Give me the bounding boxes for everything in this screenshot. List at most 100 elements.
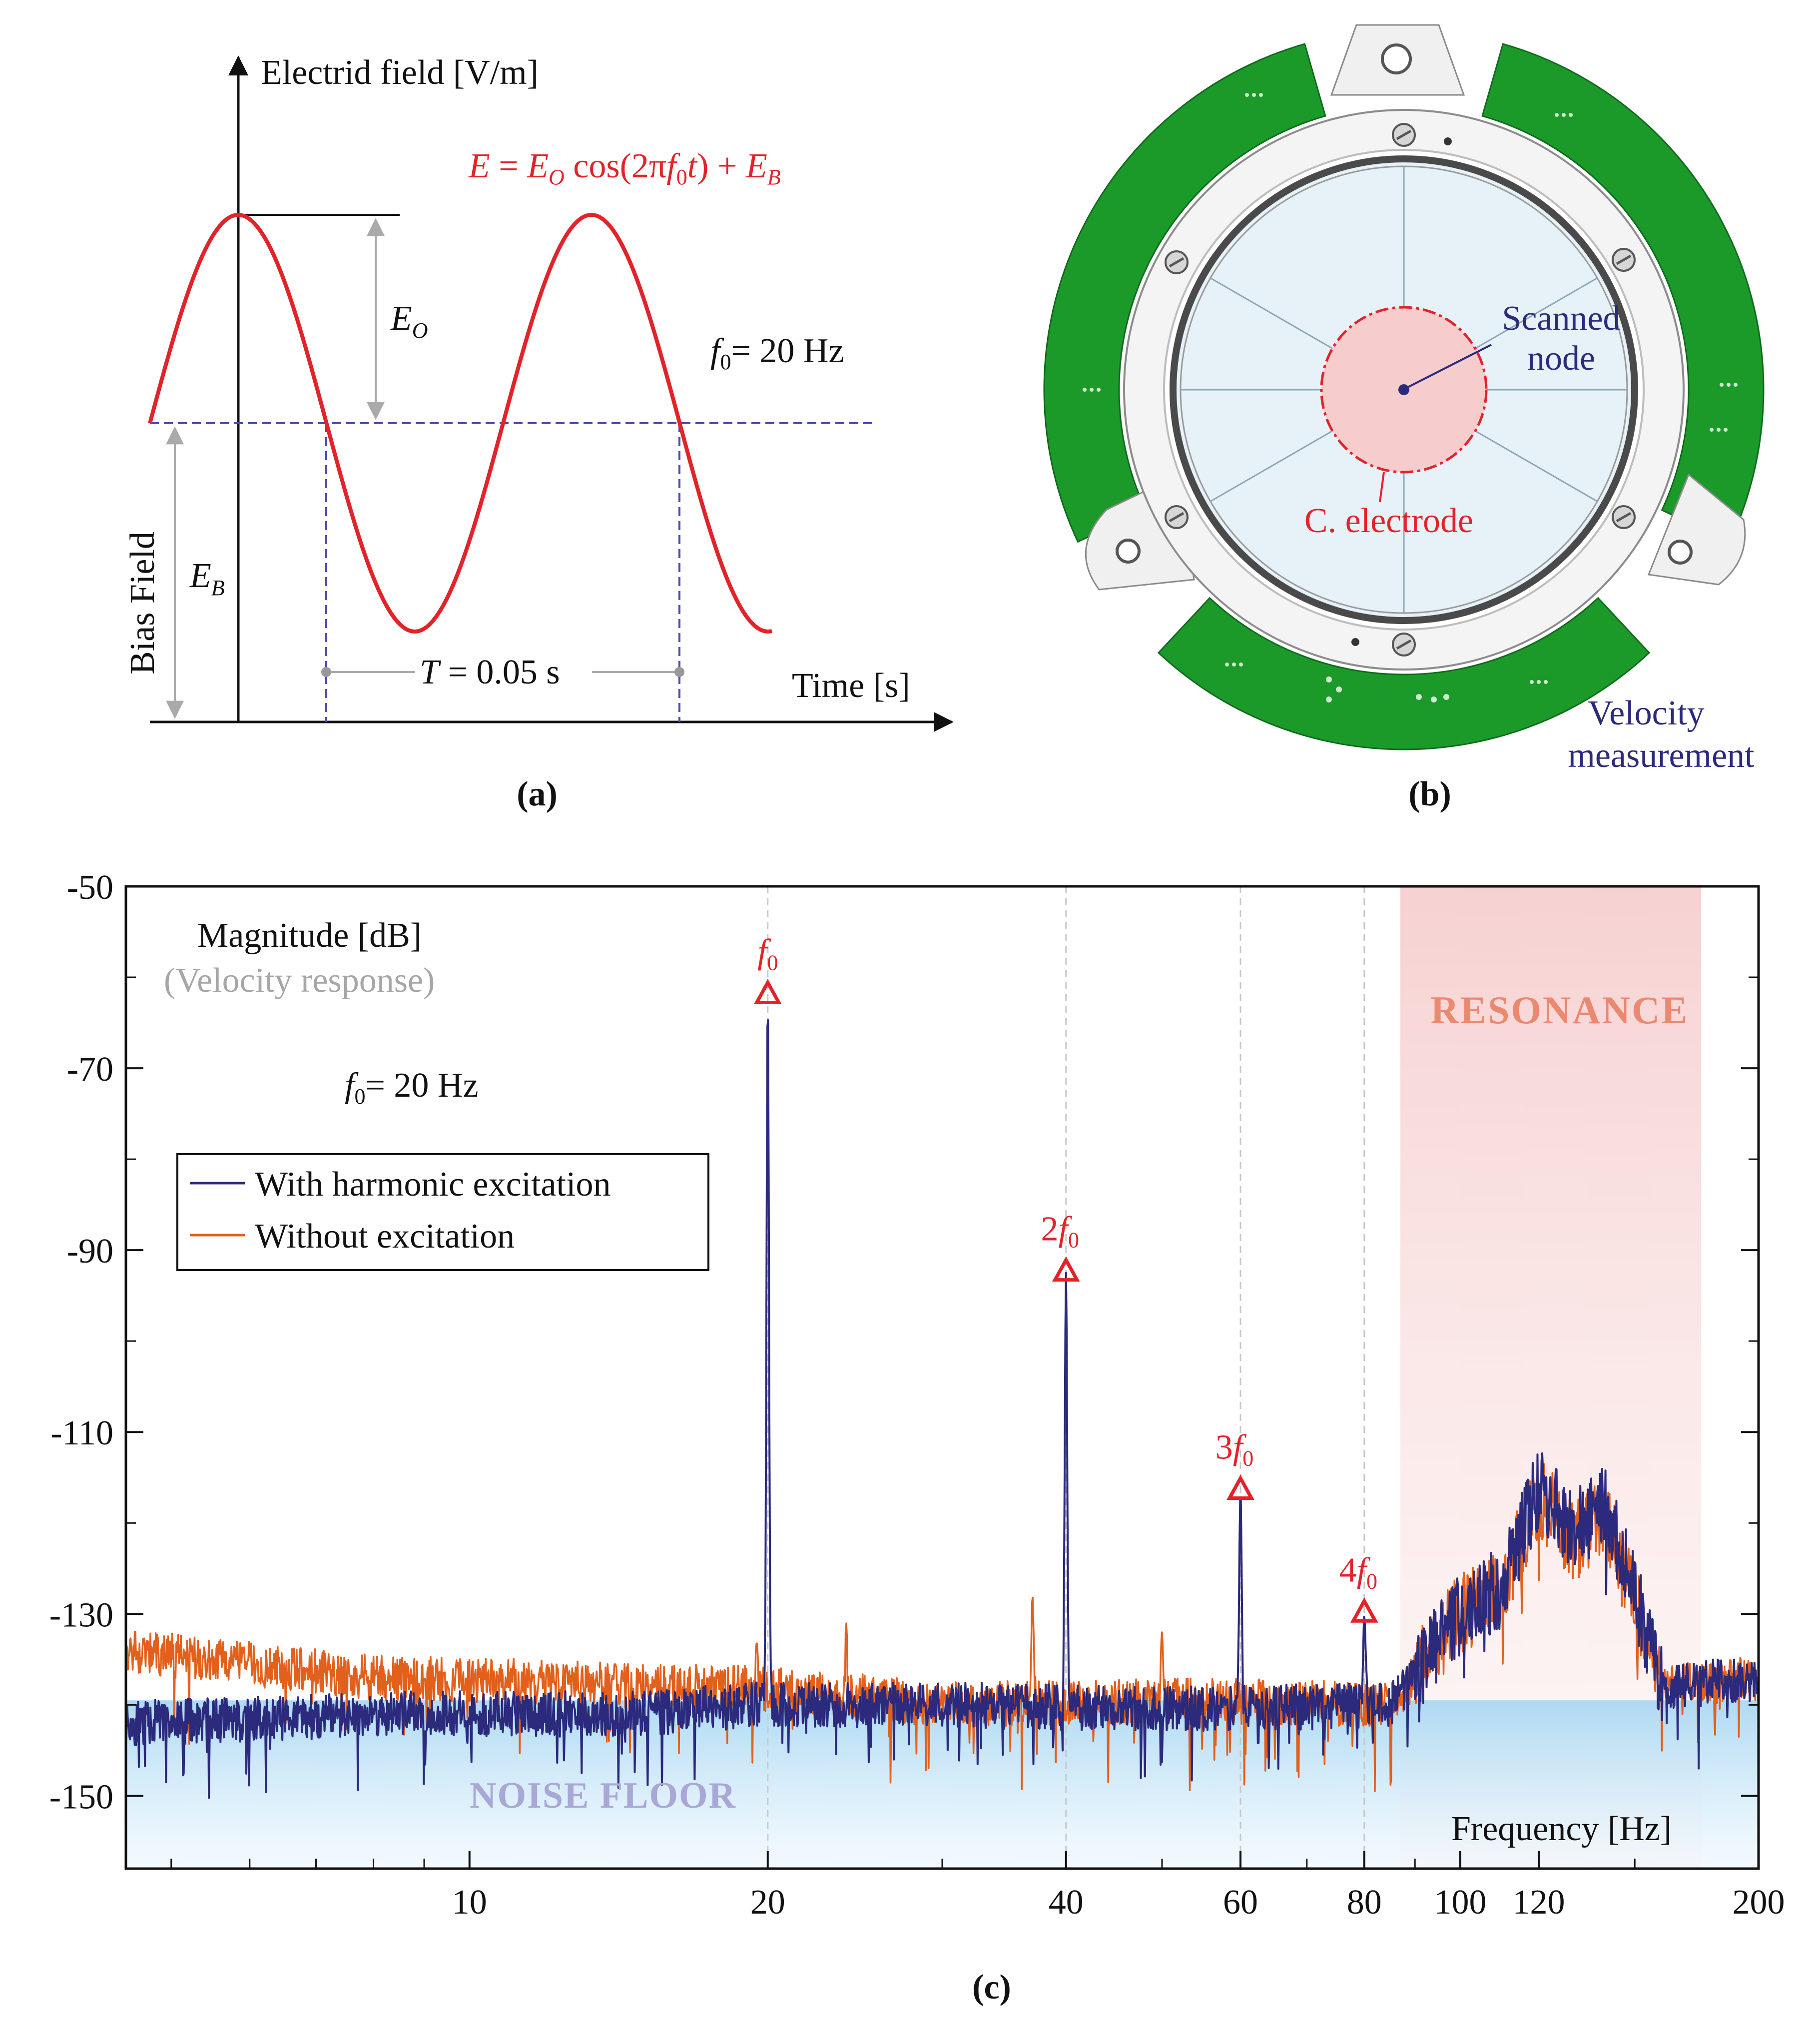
pcb-connector-dot <box>1083 388 1087 392</box>
legend-label-harmonic: With harmonic excitation <box>255 1165 611 1204</box>
panel-b: Scanned node C. electrode Velocity measu… <box>1043 24 1765 813</box>
frame-pin-top <box>1444 137 1452 145</box>
pcb-connector-dot <box>1569 113 1573 117</box>
x-tick-label: 200 <box>1733 1883 1785 1922</box>
pcb-connector-dot <box>1710 428 1714 432</box>
pcb-connector-dot <box>1443 694 1449 700</box>
a-y-axis-label: Electrid field [V/m] <box>261 53 539 92</box>
peak-marker-label-prefix: 2 <box>1041 1210 1059 1249</box>
electrode-label: C. electrode <box>1304 502 1473 540</box>
membrane-segment-line <box>1210 430 1333 502</box>
y-tick-label: -130 <box>49 1596 113 1634</box>
pcb-connector-dot <box>1544 680 1548 684</box>
x-tick-label: 100 <box>1434 1883 1486 1922</box>
pcb-connector-dot <box>1252 93 1256 97</box>
wave-equation: E = EO cos(2πf0t) + EB <box>468 147 781 189</box>
pcb-connector-dot <box>1537 680 1541 684</box>
electrode-pointer <box>1379 472 1385 503</box>
scanned-node-dot <box>1398 384 1409 395</box>
a-x-axis-label: Time [s] <box>792 667 910 705</box>
tab-hole-right <box>1668 540 1693 565</box>
y-tick-label: -50 <box>67 868 113 907</box>
panel-a: Electrid field [V/m] Time [s] Bias Field… <box>123 53 954 813</box>
screws <box>1165 123 1636 657</box>
y-tick-label: -70 <box>67 1050 113 1089</box>
screw-slot <box>1396 639 1412 650</box>
pcb-connector-dot <box>1562 113 1566 117</box>
screw-slot <box>1169 257 1185 268</box>
membrane-segment-line <box>1475 430 1598 502</box>
c-x-label: Frequency [Hz] <box>1451 1810 1672 1848</box>
chart-series <box>125 1019 1760 1799</box>
pcb-connector-dot <box>1326 677 1332 682</box>
x-tick-label: 60 <box>1223 1883 1258 1922</box>
x-tick-label: 20 <box>750 1883 785 1922</box>
pcb-connector-dot <box>1555 113 1559 117</box>
peak-marker-triangle <box>1350 1597 1378 1623</box>
peak-marker-label-sub: 0 <box>1242 1446 1253 1471</box>
membrane-segment-lines <box>1181 166 1627 613</box>
a-freq-label: f0= 20 Hz <box>710 332 844 374</box>
pcb-connector-dots <box>1083 93 1738 702</box>
peak-marker-label-sub: 0 <box>1068 1228 1079 1253</box>
period-label: T = 0.05 s <box>420 653 560 691</box>
chart-regions <box>126 886 1759 1869</box>
pcb-connector-dot <box>1717 428 1721 432</box>
legend-box <box>176 1153 709 1271</box>
peak-marker-label-prefix: 3 <box>1215 1428 1233 1467</box>
pcb-connector-dot <box>1720 383 1724 387</box>
velocity-label-2: measurement <box>1568 736 1755 775</box>
membrane-segment-line <box>1475 277 1598 349</box>
pcb-connector-dot <box>1530 680 1534 684</box>
tab-hole-top <box>1381 43 1412 74</box>
scanned-node-label-2: node <box>1527 339 1595 378</box>
pcb-connector-dot <box>1416 694 1422 700</box>
peak-marker-label-sub: 0 <box>767 950 778 975</box>
pcb-connector-dot <box>1724 428 1728 432</box>
pcb-connector-dot <box>1239 663 1243 667</box>
pcb-connector-dot <box>1326 696 1332 702</box>
bias-field-label: Bias Field <box>123 532 162 675</box>
peak-marker-label-sub: 0 <box>1366 1569 1377 1593</box>
pcb-connector-dot <box>1727 383 1731 387</box>
y-tick-label: -110 <box>50 1414 113 1452</box>
caption-a: (a) <box>517 775 558 813</box>
scanned-node-pointer <box>1404 344 1492 390</box>
frame-pin-bottom <box>1351 638 1359 646</box>
c-freq-note: f0= 20 Hz <box>345 1066 479 1109</box>
pcb-connector-dot <box>1090 388 1094 392</box>
pcb-connector-dot <box>1259 93 1263 97</box>
pcb-segment-top-left <box>1043 43 1326 543</box>
screw-slot <box>1616 254 1632 265</box>
bias-amplitude-label: EB <box>189 557 225 600</box>
pcb-connector-dot <box>1097 388 1101 392</box>
x-tick-label: 80 <box>1347 1883 1382 1922</box>
screw-slot <box>1169 512 1185 523</box>
y-tick-label: -150 <box>49 1778 113 1816</box>
noise-floor-label: NOISE FLOOR <box>470 1775 736 1816</box>
pcb-segment-bottom <box>1157 597 1651 750</box>
screw-slot <box>1396 129 1412 140</box>
peak-marker-label: 2f0 <box>1041 1210 1079 1253</box>
y-tick-label: -90 <box>67 1232 113 1271</box>
peak-marker-label-prefix: 4 <box>1339 1551 1357 1589</box>
membrane-segment-line <box>1210 277 1333 349</box>
pcb-connector-dot <box>1232 663 1236 667</box>
resonance-label: RESONANCE <box>1431 988 1689 1032</box>
caption-b: (b) <box>1408 775 1451 813</box>
peak-marker-label: 3f0 <box>1215 1428 1253 1471</box>
pcb-connector-dot <box>1431 696 1437 702</box>
c-y-label-sub: (Velocity response) <box>164 961 435 1000</box>
screw-slot <box>1616 512 1632 523</box>
period-dot-right <box>674 667 684 677</box>
peak-marker-triangle <box>753 979 782 1004</box>
peak-marker-triangle <box>1052 1256 1080 1282</box>
peak-marker-label: 4f0 <box>1339 1551 1377 1593</box>
amplitude-label: EO <box>390 299 428 343</box>
period-dot-left <box>321 667 331 677</box>
legend: With harmonic excitation Without excitat… <box>176 1153 709 1271</box>
